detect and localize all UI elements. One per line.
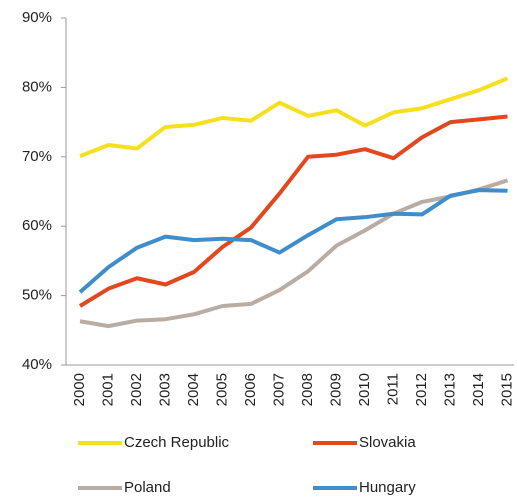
y-tick-label: 60% — [22, 217, 52, 234]
legend-label: Hungary — [359, 479, 416, 496]
x-tick-label: 2008 — [299, 373, 316, 406]
legend-label: Czech Republic — [124, 434, 230, 451]
x-tick-label: 2002 — [128, 373, 145, 406]
y-tick-label: 90% — [22, 9, 52, 26]
y-tick-label: 70% — [22, 148, 52, 165]
x-tick-label: 2013 — [441, 373, 458, 406]
line-series — [79, 76, 509, 158]
y-tick-label: 80% — [22, 78, 52, 95]
x-tick-label: 2004 — [185, 373, 202, 406]
line-series — [78, 114, 508, 308]
legend-label: Poland — [124, 479, 171, 496]
legend-label: Slovakia — [359, 434, 416, 451]
line-series — [79, 178, 509, 329]
x-tick-label: 2014 — [470, 373, 487, 406]
x-tick-label: 2005 — [213, 373, 230, 406]
x-tick-label: 2009 — [327, 373, 344, 406]
x-tick-label: 2006 — [242, 373, 259, 406]
x-tick-label: 2007 — [270, 373, 287, 406]
y-tick-label: 50% — [22, 287, 52, 304]
y-tick-label: 40% — [22, 356, 52, 373]
x-tick-label: 2011 — [384, 373, 401, 405]
x-tick-label: 2003 — [156, 373, 173, 406]
x-tick-label: 2000 — [71, 373, 88, 406]
x-tick-label: 2012 — [413, 373, 430, 406]
x-tick-label: 2001 — [99, 373, 116, 406]
x-tick-label: 2010 — [356, 373, 373, 406]
line-series — [78, 188, 508, 294]
x-tick-label: 2015 — [498, 373, 515, 406]
